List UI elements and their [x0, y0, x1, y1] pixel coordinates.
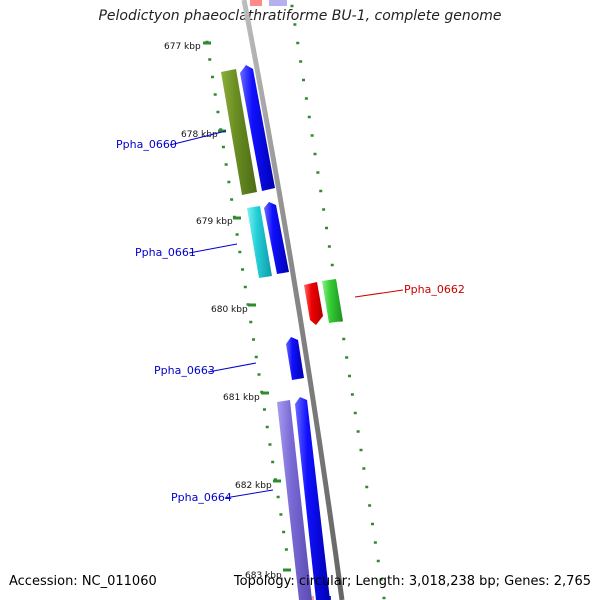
- genome-summary-text: Topology: circular; Length: 3,018,238 bp…: [233, 574, 591, 589]
- tick-label-680: 680 kbp: [211, 305, 248, 315]
- gene-blue-arrow-0661: [264, 202, 289, 274]
- callout-line-0660: [169, 130, 227, 146]
- gene-blue-arrow-0660: [240, 65, 275, 191]
- gene-features: [221, 65, 343, 600]
- feature-top-red: [250, 0, 262, 6]
- genome-backbone: [241, 0, 345, 600]
- gene-label-ppha-0663[interactable]: Ppha_0663: [154, 364, 215, 377]
- gene-cyan-bar: [247, 206, 272, 278]
- callout-line-0664: [224, 489, 274, 499]
- gene-olive-bar: [221, 69, 257, 195]
- gene-blue-arrow-0664: [295, 397, 330, 600]
- tick-label-682: 682 kbp: [235, 481, 272, 491]
- tick-label-681: 681 kbp: [223, 393, 260, 403]
- gene-label-ppha-0662[interactable]: Ppha_0662: [404, 283, 465, 296]
- gene-labels: Ppha_0660 Ppha_0661 Ppha_0662 Ppha_0663 …: [116, 138, 465, 504]
- map-title: Pelodictyon phaeoclathratiforme BU-1, co…: [98, 8, 502, 24]
- callout-line-0663: [207, 362, 257, 373]
- gene-label-ppha-0660[interactable]: Ppha_0660: [116, 138, 177, 151]
- tick-label-678: 678 kbp: [181, 130, 218, 140]
- gene-lavender-bar: [277, 400, 312, 600]
- accession-text: Accession: NC_011060: [9, 574, 157, 589]
- callout-line-0661: [188, 243, 238, 254]
- tick-label-683: 683 kbp: [245, 571, 282, 581]
- gene-green-bar: [322, 279, 343, 323]
- gene-red-arrow-0662: [304, 282, 323, 325]
- tick-label-677: 677 kbp: [164, 42, 201, 52]
- gene-callout-lines: [169, 130, 404, 499]
- feature-top-lavender: [269, 0, 287, 6]
- kbp-tick-labels: 677 kbp 678 kbp 679 kbp 680 kbp 681 kbp …: [164, 42, 282, 581]
- gene-label-ppha-0664[interactable]: Ppha_0664: [171, 491, 232, 504]
- kbp-tick-marks: [203, 41, 291, 572]
- gene-label-ppha-0661[interactable]: Ppha_0661: [135, 246, 196, 259]
- callout-line-0662: [354, 289, 404, 298]
- gene-blue-arrow-0663: [286, 337, 304, 380]
- tick-label-679: 679 kbp: [196, 217, 233, 227]
- tick-track-left: [205, 40, 288, 551]
